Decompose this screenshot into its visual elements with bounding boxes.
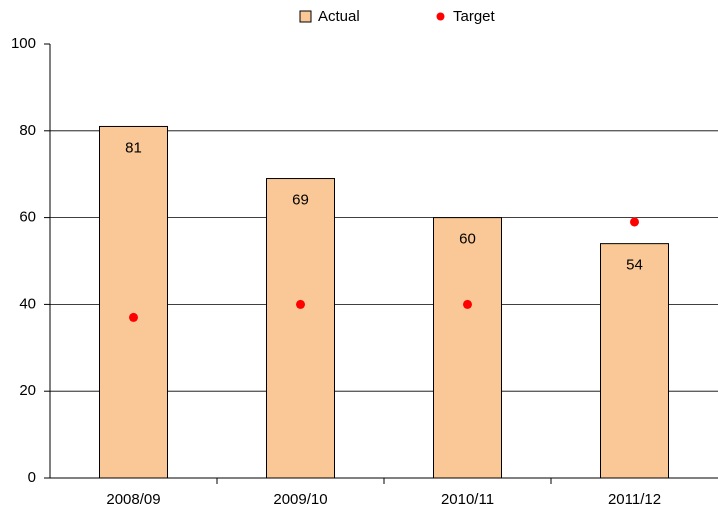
legend-label: Target [453,8,496,25]
legend-swatch [299,10,312,23]
bar [600,243,669,479]
y-tick-label: 20 [19,382,36,399]
x-tick-label: 2008/09 [106,491,160,508]
y-tick-label: 0 [28,469,36,486]
bar [266,178,335,479]
target-dot [296,299,305,309]
value-label: 69 [292,192,309,209]
y-tick-label: 80 [19,122,36,139]
value-label: 81 [125,139,142,156]
target-dot [129,312,138,322]
target-dot [463,299,472,309]
x-tick-label: 2010/11 [441,491,494,508]
value-label: 60 [459,231,476,248]
bar [99,125,168,479]
y-tick-label: 60 [19,209,36,226]
y-tick-label: 40 [19,295,36,312]
target-dot [630,217,639,227]
x-tick-label: 2009/10 [273,491,327,508]
x-tick-label: 2011/12 [608,491,661,508]
legend-swatch [436,12,445,21]
value-label: 54 [626,257,643,274]
y-tick-label: 100 [11,35,36,52]
legend-label: Actual [318,8,360,25]
bar [433,217,502,479]
